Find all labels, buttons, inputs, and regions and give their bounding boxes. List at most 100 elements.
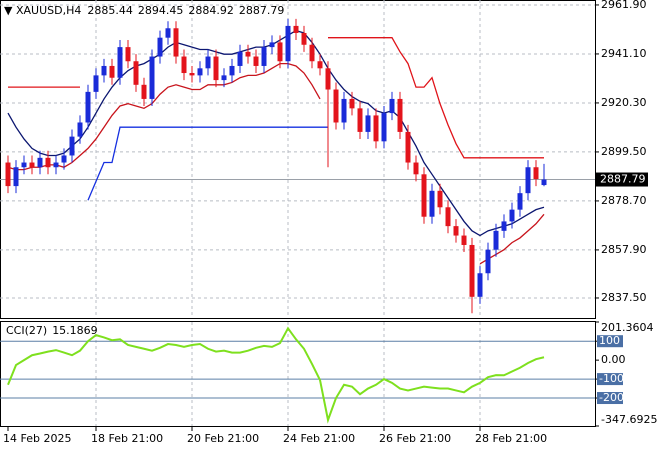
candle-body	[453, 226, 459, 236]
candle-body	[517, 193, 523, 210]
indicator-line	[87, 126, 328, 201]
indicator-line	[7, 62, 545, 265]
candle-body	[93, 75, 99, 92]
y-tick-label: 201.3604	[601, 321, 654, 334]
x-tick-label: 14 Feb 2025	[3, 432, 71, 445]
candle-body	[21, 162, 27, 168]
candle-body	[389, 98, 395, 114]
candle-body	[501, 221, 507, 231]
candle-body	[213, 56, 219, 81]
last-price-box	[596, 172, 648, 187]
candle-body	[181, 56, 187, 74]
x-tick-label: 26 Feb 21:00	[379, 432, 451, 445]
candle-body	[149, 56, 155, 99]
candle-body	[445, 207, 451, 227]
y-tick-label: 2878.70	[601, 194, 647, 207]
candle-body	[237, 51, 243, 66]
candle-body	[469, 244, 475, 297]
candle-body	[197, 68, 203, 76]
level-box	[597, 373, 623, 386]
candle-body	[357, 108, 363, 132]
candle-body	[37, 157, 43, 168]
candle-body	[133, 61, 139, 85]
candle-body	[269, 42, 275, 48]
cci-last-value: 15.1869	[52, 324, 98, 337]
x-tick-label: 24 Feb 21:00	[283, 432, 355, 445]
candle-body	[157, 37, 163, 57]
y-tick-label: 0.00	[601, 353, 626, 366]
candle-body	[189, 73, 195, 76]
candle-body	[381, 113, 387, 142]
level-box	[597, 335, 623, 348]
candle-body	[245, 51, 251, 57]
candle-body	[229, 65, 235, 76]
last-high: 2894.45	[138, 4, 184, 17]
candle-body	[53, 162, 59, 168]
y-tick-label: 2899.50	[601, 145, 647, 158]
candle-body	[477, 273, 483, 297]
candle-body	[173, 28, 179, 57]
candle-body	[69, 136, 75, 156]
x-tick-label: 28 Feb 21:00	[475, 432, 547, 445]
candle-body	[61, 155, 67, 163]
x-tick-label: 20 Feb 21:00	[187, 432, 259, 445]
y-tick-label: -200	[599, 391, 624, 404]
candle-body	[141, 84, 147, 99]
candle-body	[349, 98, 355, 109]
x-tick-label: 18 Feb 21:00	[91, 432, 163, 445]
candle-body	[437, 190, 443, 208]
last-open: 2885.44	[87, 4, 133, 17]
last-close: 2887.79	[239, 4, 285, 17]
indicator-line	[7, 326, 545, 424]
candle-body	[293, 25, 299, 33]
grid	[0, 0, 599, 431]
candle-body	[205, 56, 211, 69]
candle-body	[485, 249, 491, 274]
candle-body	[317, 61, 323, 69]
y-tick-label: 2857.90	[601, 243, 647, 256]
y-tick-label: -100	[599, 372, 624, 385]
candle-body	[309, 44, 315, 62]
candle-body	[13, 167, 19, 187]
candle-body	[509, 209, 515, 222]
arrow-icon: ▼	[4, 4, 16, 17]
candle-body	[45, 157, 51, 168]
main-panel-border	[0, 0, 596, 319]
candle-body	[325, 68, 331, 90]
candle-body	[165, 28, 171, 38]
candle-body	[397, 98, 403, 132]
marks	[5, 18, 547, 424]
candle-body	[125, 47, 131, 62]
candle-body	[405, 131, 411, 163]
candle-body	[277, 42, 283, 62]
candle-body	[541, 179, 547, 186]
indicator-line	[8, 37, 544, 159]
candle-body	[413, 162, 419, 175]
candle-body	[5, 162, 11, 187]
candle-body	[461, 235, 467, 245]
cci-title-line: CCI(27) 15.1869	[6, 324, 98, 337]
y-tick-label: 100	[599, 334, 620, 347]
candle-body	[421, 174, 427, 217]
candle-body	[285, 25, 291, 62]
candle-body	[493, 230, 499, 250]
candle-body	[365, 115, 371, 132]
candle-body	[101, 65, 107, 76]
candle-body	[221, 75, 227, 81]
candle-body	[77, 122, 83, 137]
candle-body	[261, 47, 267, 66]
candle-body	[341, 98, 347, 123]
candle-body	[525, 167, 531, 194]
cci-title: CCI(27)	[6, 324, 47, 337]
candle-body	[109, 65, 115, 78]
candle-body	[253, 56, 259, 66]
y-tick-label: -347.6925	[601, 413, 657, 426]
last-price-label: 2887.79	[600, 173, 646, 186]
candle-body	[301, 32, 307, 45]
last-low: 2884.92	[188, 4, 234, 17]
cci-panel-border	[0, 321, 596, 427]
candle-body	[333, 89, 339, 123]
candle-body	[85, 91, 91, 123]
level-box	[597, 392, 623, 405]
